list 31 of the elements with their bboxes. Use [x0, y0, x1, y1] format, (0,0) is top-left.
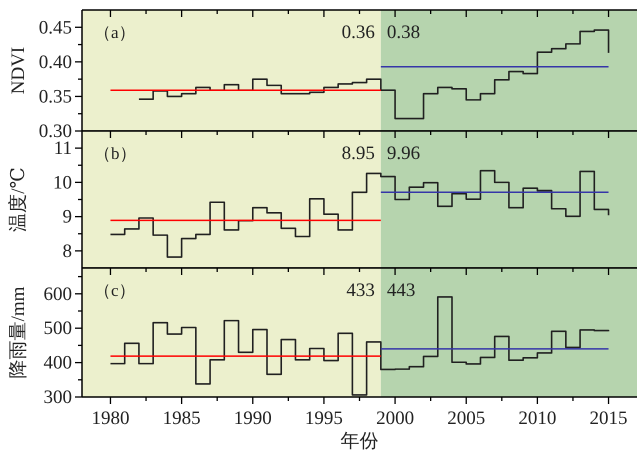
y-tick-label: 0.45	[38, 17, 72, 38]
annotation: 433	[346, 280, 375, 301]
annotation: 8.95	[342, 143, 375, 164]
annotation: 0.38	[386, 22, 420, 43]
text: （b）	[94, 144, 136, 163]
annotation: 9.96	[386, 143, 420, 164]
y-tick-label: 500	[44, 318, 72, 340]
x-tick-label: 2010	[518, 408, 556, 429]
y-tick-label: 400	[44, 352, 72, 374]
annotation: 0.36	[342, 22, 375, 43]
x-tick-label: 1980	[91, 408, 130, 429]
x-tick-label: 1995	[304, 408, 343, 429]
y-tick-label: 8	[62, 240, 72, 262]
y-tick-label: 0.40	[38, 52, 72, 73]
x-axis-title: 年份	[340, 431, 378, 452]
x-tick-label: 1985	[162, 408, 201, 429]
y-tick-label: 300	[44, 387, 72, 408]
annotation: 443	[386, 280, 416, 301]
y-axis-title: NDVI	[8, 46, 29, 94]
y-tick-label: 600	[44, 284, 72, 305]
y-axis-title: 温度/℃	[7, 167, 29, 232]
text: （a）	[94, 23, 136, 42]
y-tick-label: 10	[53, 172, 72, 194]
y-axis-title: 降雨量/mm	[8, 286, 29, 378]
x-tick-label: 2015	[590, 408, 628, 429]
text: （c）	[94, 281, 136, 300]
x-tick-label: 2000	[376, 408, 414, 429]
x-tick-label: 2005	[447, 408, 486, 429]
x-tick-label: 1990	[234, 408, 272, 429]
y-tick-label: 9	[62, 206, 72, 228]
y-tick-label: 0.35	[38, 86, 72, 108]
